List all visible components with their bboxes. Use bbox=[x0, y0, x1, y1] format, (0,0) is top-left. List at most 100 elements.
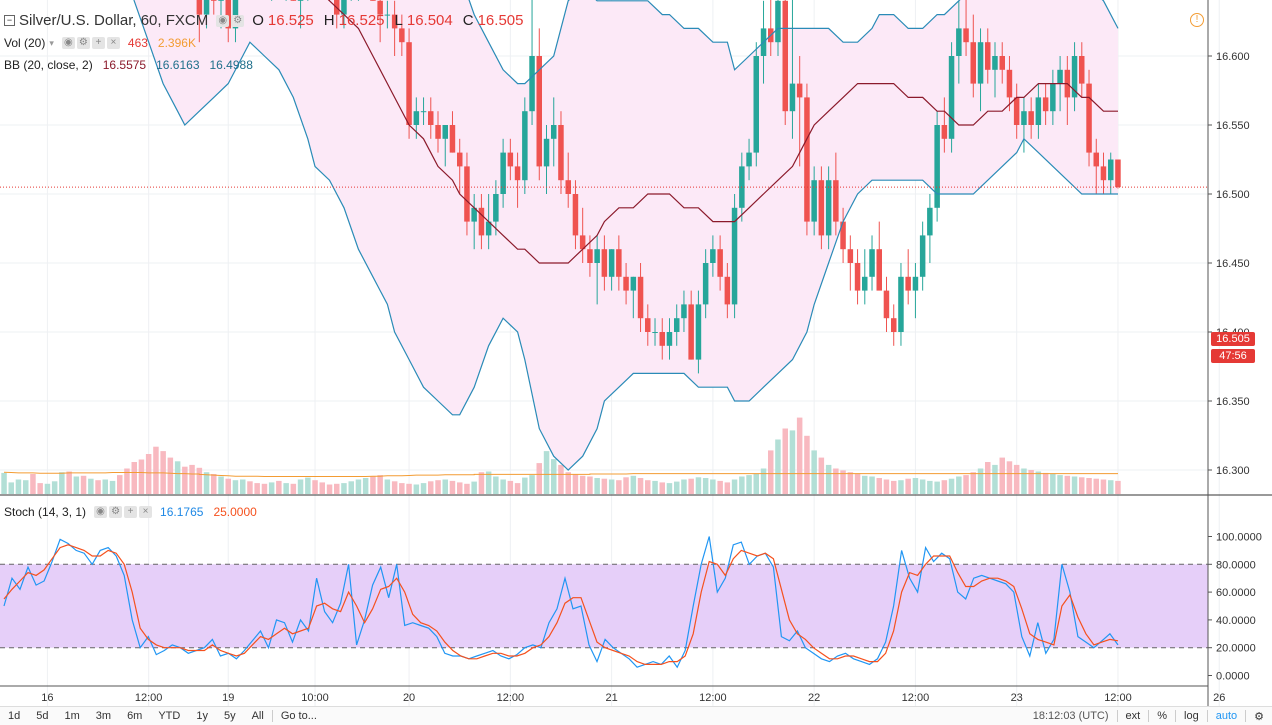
candle-body bbox=[413, 111, 420, 125]
ext-toggle[interactable]: ext bbox=[1125, 710, 1141, 722]
candle-body bbox=[883, 290, 890, 319]
volume-bar bbox=[507, 480, 514, 494]
volume-bar bbox=[15, 479, 22, 494]
settings-icon[interactable]: ⚙ bbox=[109, 506, 123, 518]
range-button[interactable]: 1y bbox=[196, 710, 208, 722]
divider bbox=[1206, 710, 1208, 722]
volume-bar bbox=[240, 479, 246, 494]
candle-body bbox=[876, 249, 882, 291]
volume-bar bbox=[312, 480, 318, 494]
percent-toggle[interactable]: % bbox=[1157, 710, 1168, 722]
candle-body bbox=[905, 276, 911, 291]
time-tick-label: 12:00 bbox=[497, 692, 525, 704]
volume-bar bbox=[1050, 474, 1056, 494]
volume-bar bbox=[464, 483, 470, 494]
range-button[interactable]: 1d bbox=[8, 710, 21, 722]
volume-bar bbox=[428, 481, 434, 494]
stoch-tick-label: 20.0000 bbox=[1216, 643, 1256, 655]
candle-body bbox=[507, 152, 514, 167]
utc-clock[interactable]: 18:12:03 (UTC) bbox=[1032, 710, 1109, 722]
candle-body bbox=[985, 42, 991, 70]
settings-icon[interactable]: ⚙ bbox=[1254, 710, 1264, 723]
volume-bar bbox=[985, 462, 991, 494]
collapse-icon[interactable]: − bbox=[4, 15, 15, 26]
candle-body bbox=[717, 249, 723, 277]
candle-body bbox=[941, 125, 948, 139]
volume-bar bbox=[493, 476, 499, 494]
eye-icon[interactable]: ◉ bbox=[94, 506, 108, 518]
bottom-toolbar: 1d 5d 1m 3m 6m YTD 1y 5y All Go to... 18:12:03 (… bbox=[0, 706, 1272, 725]
candle-body bbox=[428, 111, 434, 125]
range-button[interactable]: 3m bbox=[95, 710, 112, 722]
add-icon[interactable]: + bbox=[124, 506, 138, 518]
candle-body bbox=[804, 97, 810, 222]
candle-body bbox=[297, 0, 304, 1]
volume-bar bbox=[1028, 470, 1034, 494]
volume-bar bbox=[1079, 477, 1085, 494]
goto-button[interactable]: Go to... bbox=[280, 710, 317, 722]
candle-body bbox=[370, 0, 376, 1]
range-button[interactable]: All bbox=[251, 710, 264, 722]
volume-bar bbox=[948, 478, 955, 494]
time-tick-label: 12:00 bbox=[699, 692, 727, 704]
settings-icon[interactable]: ⚙ bbox=[76, 37, 90, 49]
settings-icon[interactable]: ⚙ bbox=[231, 14, 245, 27]
candle-body bbox=[579, 235, 586, 250]
volume-bar bbox=[138, 459, 145, 494]
time-tick-label: 22 bbox=[808, 692, 820, 704]
volume-controls: ◉ ⚙ + × bbox=[61, 37, 120, 49]
candle-body bbox=[1006, 69, 1013, 98]
range-button[interactable]: 5y bbox=[223, 710, 236, 722]
alert-icon[interactable]: ! bbox=[1190, 13, 1204, 27]
candle-body bbox=[731, 207, 738, 305]
price-tick-label: 16.500 bbox=[1216, 189, 1250, 201]
candle-body bbox=[211, 0, 217, 1]
chevron-down-icon[interactable]: ▾ bbox=[49, 37, 54, 48]
add-icon[interactable]: + bbox=[91, 37, 105, 49]
candle-body bbox=[919, 235, 926, 277]
eye-icon[interactable]: ◉ bbox=[61, 37, 75, 49]
candle-body bbox=[862, 276, 868, 291]
range-button[interactable]: 1m bbox=[64, 710, 80, 722]
volume-bar bbox=[174, 461, 181, 494]
candle-body bbox=[341, 0, 347, 15]
candle-body bbox=[232, 0, 239, 29]
volume-bar bbox=[710, 479, 716, 494]
volume-bar bbox=[73, 476, 80, 494]
candle-body bbox=[536, 56, 542, 167]
auto-toggle[interactable]: auto bbox=[1215, 710, 1238, 722]
volume-bar bbox=[145, 454, 152, 494]
volume-bar bbox=[297, 479, 304, 494]
stoch-tick-label: 80.0000 bbox=[1216, 559, 1256, 571]
candle-body bbox=[601, 249, 608, 277]
volume-bar bbox=[695, 477, 702, 494]
volume-bar bbox=[189, 464, 195, 494]
candle-body bbox=[869, 249, 875, 277]
candle-body bbox=[681, 304, 687, 319]
close-icon[interactable]: × bbox=[106, 37, 120, 49]
volume-bar bbox=[941, 480, 948, 494]
time-tick-label: 20 bbox=[403, 692, 415, 704]
time-tick-label: 10:00 bbox=[301, 692, 329, 704]
range-button[interactable]: YTD bbox=[158, 710, 181, 722]
volume-bar bbox=[999, 457, 1005, 494]
time-tick-label: 12:00 bbox=[135, 692, 163, 704]
volume-bar bbox=[579, 475, 586, 494]
candle-body bbox=[1050, 83, 1056, 112]
volume-bar bbox=[8, 482, 14, 494]
eye-icon[interactable]: ◉ bbox=[216, 14, 230, 27]
volume-bar bbox=[391, 481, 398, 494]
bb-label: BB (20, close, 2) bbox=[4, 58, 93, 72]
close-icon[interactable]: × bbox=[139, 506, 153, 518]
range-button[interactable]: 6m bbox=[127, 710, 143, 722]
candle-body bbox=[203, 0, 210, 15]
stoch-tick-label: 0.0000 bbox=[1216, 671, 1250, 683]
volume-bar bbox=[688, 478, 694, 494]
volume-bar bbox=[876, 478, 882, 494]
candle-body bbox=[898, 276, 904, 332]
close-label: C bbox=[462, 12, 474, 29]
log-toggle[interactable]: log bbox=[1184, 710, 1199, 722]
range-button[interactable]: 5d bbox=[36, 710, 49, 722]
volume-bar bbox=[1035, 471, 1042, 494]
